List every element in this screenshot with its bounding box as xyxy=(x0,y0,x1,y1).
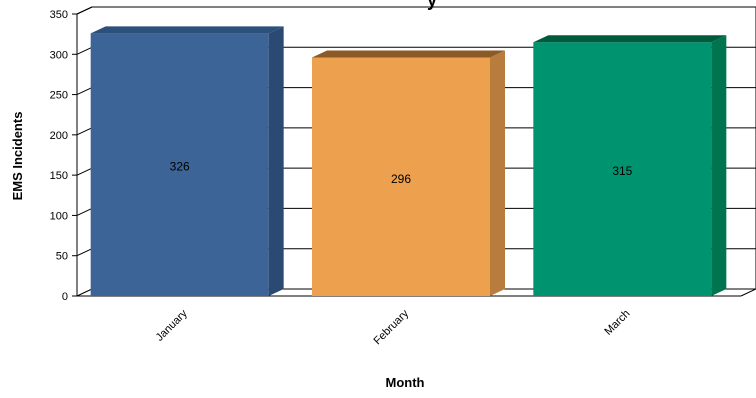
gridline-depth xyxy=(76,288,93,297)
gridline-depth xyxy=(76,87,93,96)
y-tick-label: 100 xyxy=(50,210,68,222)
chart-title: y xyxy=(427,0,437,10)
y-tick-label: 250 xyxy=(50,90,68,102)
bar-top xyxy=(312,50,505,58)
bar-side xyxy=(711,35,727,296)
bar xyxy=(312,50,505,296)
x-category-label: March xyxy=(602,308,632,338)
gridline-depth xyxy=(76,167,93,176)
y-tick-label: 200 xyxy=(50,130,68,142)
y-tick-label: 50 xyxy=(56,251,68,263)
bar-data-label: 296 xyxy=(391,172,411,186)
y-tick-label: 350 xyxy=(50,9,68,21)
bar-data-label: 315 xyxy=(612,164,632,178)
bar-top xyxy=(533,35,727,43)
bar-side xyxy=(490,50,505,296)
floor-edge xyxy=(740,288,756,297)
bar xyxy=(90,26,284,296)
gridline-depth xyxy=(76,207,93,216)
bar-data-label: 326 xyxy=(170,160,190,174)
bar xyxy=(533,35,727,297)
x-category-label: February xyxy=(372,307,412,347)
gridline-depth xyxy=(76,46,93,55)
x-axis-label: Month xyxy=(386,375,425,390)
x-category-label: January xyxy=(154,307,191,344)
y-axis-label: EMS Incidents xyxy=(10,112,25,201)
bar-front xyxy=(533,42,712,297)
gridline-depth xyxy=(76,127,93,136)
bar-front xyxy=(90,33,269,296)
y-tick-label: 150 xyxy=(50,170,68,182)
gridline-depth xyxy=(76,248,93,257)
bar-side xyxy=(268,26,284,296)
y-tick-label: 300 xyxy=(50,49,68,61)
bars-layer xyxy=(90,26,727,297)
y-tick-label: 0 xyxy=(62,291,68,303)
bar-front xyxy=(312,57,490,296)
gridline-depth xyxy=(76,6,93,15)
bar-top xyxy=(90,26,284,34)
